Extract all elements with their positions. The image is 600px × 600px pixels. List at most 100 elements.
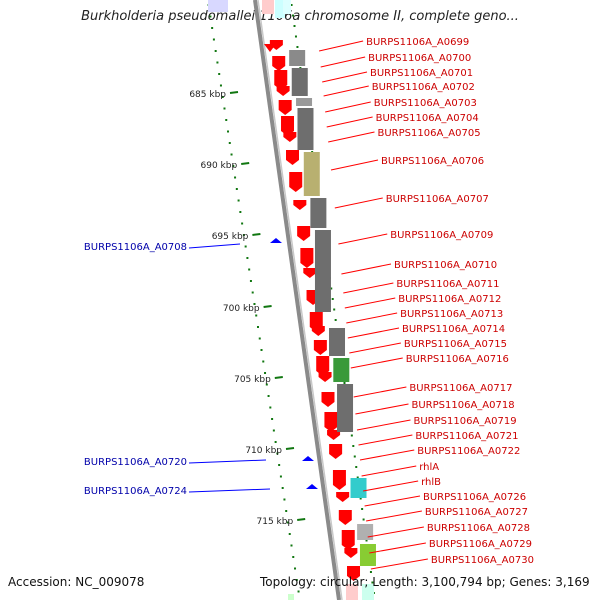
forward-gene-leader <box>366 510 422 522</box>
scale-label: 705 kbp <box>234 375 271 385</box>
scale-labels: 685 kbp 690 kbp 695 kbp 700 kbp 705 kbp 710 k… <box>189 90 306 527</box>
orf-arrow-24 <box>336 492 350 502</box>
feature-block-7 <box>329 328 346 356</box>
reverse-gene-0: BURPS1106A_A0708 <box>84 238 282 253</box>
scale-tick <box>252 233 261 236</box>
tick-outer-36 <box>343 382 346 384</box>
tick-inner-8 <box>221 96 224 98</box>
tick-inner-50 <box>295 579 298 581</box>
orf-arrow-small <box>264 44 276 52</box>
orf-arrow-15 <box>311 326 325 336</box>
forward-gene-leader <box>364 495 421 507</box>
tick-inner-16 <box>235 188 238 190</box>
feature-track <box>289 50 376 566</box>
tick-inner-28 <box>256 326 259 328</box>
reverse-gene-label: BURPS1106A_A0724 <box>84 486 187 497</box>
forward-gene-label: BURPS1106A_A0703 <box>374 98 477 109</box>
scale-tick <box>241 162 250 165</box>
forward-gene-label: rhlB <box>421 477 441 488</box>
reverse-gene-leader <box>188 488 271 493</box>
tick-inner-21 <box>244 245 247 248</box>
forward-gene-label: BURPS1106A_A0722 <box>417 446 520 457</box>
forward-gene-label: BURPS1106A_A0712 <box>398 294 501 305</box>
tick-inner-41 <box>279 475 282 478</box>
tick-inner-5 <box>216 61 219 64</box>
top-edge-features <box>208 0 291 18</box>
forward-gene-22: rhlA <box>361 462 439 477</box>
scale-label: 695 kbp <box>212 232 249 242</box>
feature-block-12 <box>359 544 376 566</box>
forward-gene-leader <box>355 403 409 415</box>
scale-mark-3: 700 kbp <box>223 304 272 314</box>
reverse-genes: BURPS1106A_A0708 BURPS1106A_A0720 BURPS110… <box>84 238 318 497</box>
tick-inner-6 <box>218 73 221 75</box>
top-edge-cyan-feature <box>275 0 285 18</box>
orf-arrow-7 <box>286 150 299 165</box>
tick-outer-41 <box>350 434 353 437</box>
tick-inner-7 <box>219 84 222 87</box>
tick-inner-13 <box>230 153 233 156</box>
tick-inner-9 <box>223 107 226 110</box>
forward-gene-label: BURPS1106A_A0716 <box>406 354 509 365</box>
forward-gene-7: BURPS1106A_A0706 <box>330 156 484 171</box>
tick-inner-25 <box>251 291 254 294</box>
forward-gene-label: BURPS1106A_A0714 <box>402 324 505 335</box>
reverse-gene-leader <box>188 459 267 464</box>
orf-arrow-8 <box>289 172 303 192</box>
reverse-gene-2: BURPS1106A_A0724 <box>84 484 318 497</box>
forward-gene-leader <box>343 282 394 294</box>
forward-gene-leader <box>338 233 388 245</box>
feature-block-1 <box>291 68 308 96</box>
forward-gene-16: BURPS1106A_A0716 <box>350 354 509 369</box>
tick-outer-28 <box>331 298 334 300</box>
feature-block-3 <box>297 108 314 150</box>
orf-arrow-11 <box>300 248 314 268</box>
forward-gene-24: BURPS1106A_A0726 <box>364 492 526 507</box>
orf-arrow-23 <box>332 470 346 490</box>
tick-outer-1 <box>292 14 295 17</box>
orf-arrow-2 <box>274 70 288 90</box>
forward-gene-9: BURPS1106A_A0709 <box>338 230 493 245</box>
tick-inner-15 <box>234 176 237 179</box>
backbone <box>253 0 343 600</box>
scale-label: 690 kbp <box>201 161 238 171</box>
scale-label: 700 kbp <box>223 304 260 314</box>
forward-gene-label: BURPS1106A_A0711 <box>396 279 499 290</box>
orf-arrow-20 <box>324 412 338 432</box>
tick-outer-3 <box>294 35 297 38</box>
forward-gene-leader <box>341 263 392 275</box>
feature-block-5 <box>310 198 327 228</box>
bottom-edge-pink-feature <box>346 584 358 600</box>
accession-text: Accession: NC_009078 <box>8 575 145 589</box>
forward-gene-leader <box>363 480 419 492</box>
forward-gene-17: BURPS1106A_A0717 <box>353 383 512 398</box>
tick-inner-3 <box>212 38 215 41</box>
scale-mark-2: 695 kbp <box>212 232 261 242</box>
tick-inner-2 <box>211 27 214 29</box>
tick-outer-47 <box>359 497 362 500</box>
forward-gene-leader <box>353 386 407 398</box>
bottom-edge-cyan-feature <box>362 584 374 600</box>
tick-outer-51 <box>365 539 368 542</box>
scale-tick <box>285 447 295 450</box>
tick-inner-42 <box>281 487 284 489</box>
forward-gene-leader <box>369 542 426 554</box>
forward-gene-leader <box>347 327 400 339</box>
forward-gene-leader <box>349 342 401 354</box>
orf-arrow-3 <box>276 86 290 96</box>
tick-inner-49 <box>294 567 297 570</box>
forward-gene-leader <box>323 85 369 97</box>
map-title: Burkholderia pseudomallei 1106a chromoso… <box>81 9 519 24</box>
forward-gene-label: BURPS1106A_A0700 <box>368 53 471 64</box>
tick-inner-20 <box>242 234 245 236</box>
reverse-gene-arrow <box>302 456 314 461</box>
orf-arrow-27 <box>344 548 358 558</box>
forward-gene-19: BURPS1106A_A0719 <box>356 416 517 431</box>
forward-gene-6: BURPS1106A_A0705 <box>328 128 481 143</box>
forward-gene-label: BURPS1106A_A0702 <box>372 82 475 93</box>
tick-outer-2 <box>293 25 296 27</box>
feature-block-2 <box>296 98 313 106</box>
tick-inner-32 <box>264 372 267 374</box>
scale-label: 715 kbp <box>257 517 294 527</box>
forward-gene-label: BURPS1106A_A0726 <box>423 492 526 503</box>
